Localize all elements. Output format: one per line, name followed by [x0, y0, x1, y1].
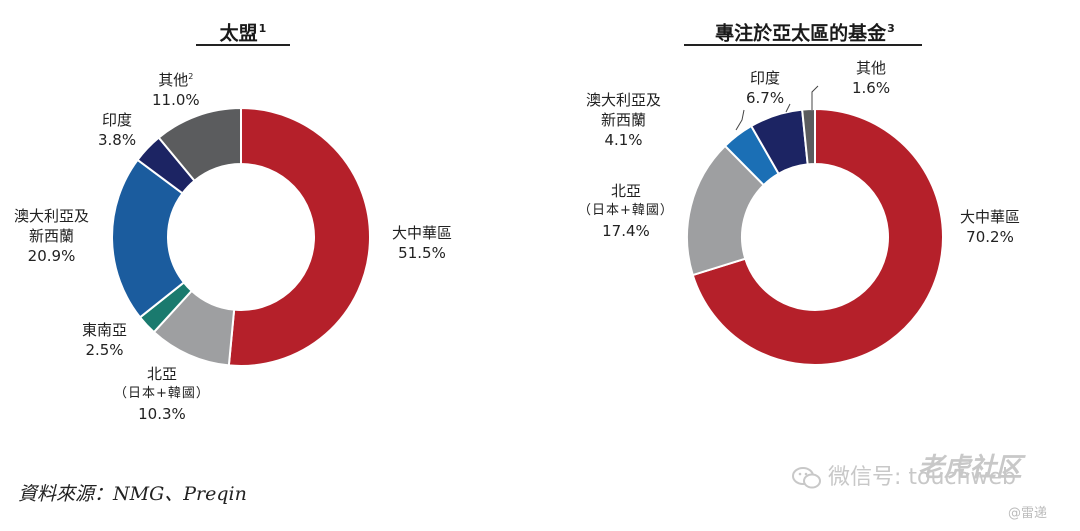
- chart1-label-southeast-asia-value: 2.5%: [85, 341, 124, 359]
- watermark-sub: @雷递: [1008, 506, 1048, 521]
- chart2-label-india-value: 6.7%: [746, 89, 785, 107]
- chart1-label-australia-nz-value: 20.9%: [27, 247, 76, 265]
- chart2-leader-australia: [735, 109, 745, 131]
- chart1-label-others-footnote: 2: [188, 72, 194, 81]
- chart1-donut: [111, 106, 371, 367]
- chart1-title: 太盟1: [200, 16, 286, 46]
- chart1-label-australia-nz-name: 澳大利亞及: [14, 207, 90, 225]
- chart2-label-north-asia: 北亞 （日本+韓國） 17.4%: [578, 181, 674, 241]
- chart2-label-greater-china-name: 大中華區: [960, 208, 1021, 226]
- chart1-label-others-value: 11.0%: [152, 91, 200, 109]
- chart1-label-greater-china: 大中華區 51.5%: [392, 223, 452, 263]
- chart2-label-north-asia-name: 北亞: [610, 182, 641, 200]
- chart1-label-north-asia-name: 北亞: [146, 365, 177, 383]
- chart2-title: 專注於亞太區的基金3: [680, 16, 930, 46]
- chart2-label-australia-nz-name: 澳大利亞及: [586, 91, 662, 109]
- chart2-title-text: 專注於亞太區的基金: [715, 22, 887, 45]
- chart2-label-india-name: 印度: [750, 69, 781, 87]
- chart2-leader-others: [811, 85, 819, 110]
- chart1-label-greater-china-value: 51.5%: [398, 244, 446, 262]
- chart2-label-india: 印度 6.7%: [746, 68, 784, 108]
- chart1-label-greater-china-name: 大中華區: [392, 224, 453, 242]
- chart2-label-greater-china-value: 70.2%: [966, 228, 1014, 246]
- chart2-slice-0: [691, 107, 944, 366]
- chart1-label-india: 印度 3.8%: [98, 110, 136, 150]
- chart1-label-others-name: 其他: [158, 71, 189, 89]
- chart2-label-australia-nz: 澳大利亞及 新西蘭 4.1%: [586, 90, 661, 150]
- chart2-label-north-asia-sub: （日本+韓國）: [578, 203, 674, 218]
- watermark-text: 微信号: touchweb: [828, 465, 1016, 490]
- chart1-title-text: 太盟: [219, 22, 258, 45]
- chart2-title-rule: [684, 44, 922, 46]
- chart2-leader-india: [785, 103, 791, 113]
- wechat-icon: [792, 467, 821, 489]
- chart2-label-greater-china: 大中華區 70.2%: [960, 207, 1020, 247]
- chart1-label-others-name-row: 其他2: [152, 67, 200, 90]
- chart2-donut: [686, 107, 944, 366]
- chart2-label-australia-nz-value: 4.1%: [604, 131, 643, 149]
- chart1-title-rule: [196, 44, 290, 46]
- chart1-title-footnote: 1: [258, 22, 267, 35]
- watermark-brand: 老虎社区: [918, 453, 1023, 483]
- chart1-slice-5: [157, 106, 242, 183]
- label-leader-lines: [735, 85, 819, 131]
- chart1-slice-0: [227, 106, 371, 367]
- chart2-label-others-value: 1.6%: [852, 79, 891, 97]
- chart1-label-india-name: 印度: [102, 111, 133, 129]
- chart2-label-north-asia-value: 17.4%: [602, 222, 650, 240]
- chart1-label-india-value: 3.8%: [98, 131, 137, 149]
- chart2-label-others: 其他 1.6%: [852, 58, 890, 98]
- chart1-label-north-asia-sub: （日本+韓國）: [114, 386, 210, 401]
- chart2-label-australia-nz-sub: 新西蘭: [601, 111, 647, 129]
- chart1-label-australia-nz-sub: 新西蘭: [29, 227, 75, 245]
- chart1-label-australia-nz: 澳大利亞及 新西蘭 20.9%: [14, 206, 89, 266]
- chart1-label-north-asia: 北亞 （日本+韓國） 10.3%: [114, 364, 210, 424]
- chart1-label-southeast-asia-name: 東南亞: [82, 321, 128, 339]
- watermark: 微信号: touchweb: [792, 459, 1016, 491]
- chart2-title-footnote: 3: [887, 22, 895, 35]
- chart1-label-north-asia-value: 10.3%: [138, 405, 186, 423]
- chart2-label-others-name: 其他: [856, 59, 887, 77]
- source-note: 資料來源：NMG、Preqin: [18, 483, 247, 505]
- chart1-label-southeast-asia: 東南亞 2.5%: [82, 320, 127, 360]
- chart1-label-others: 其他2 11.0%: [152, 67, 200, 110]
- chart2-slice-4: [801, 107, 816, 166]
